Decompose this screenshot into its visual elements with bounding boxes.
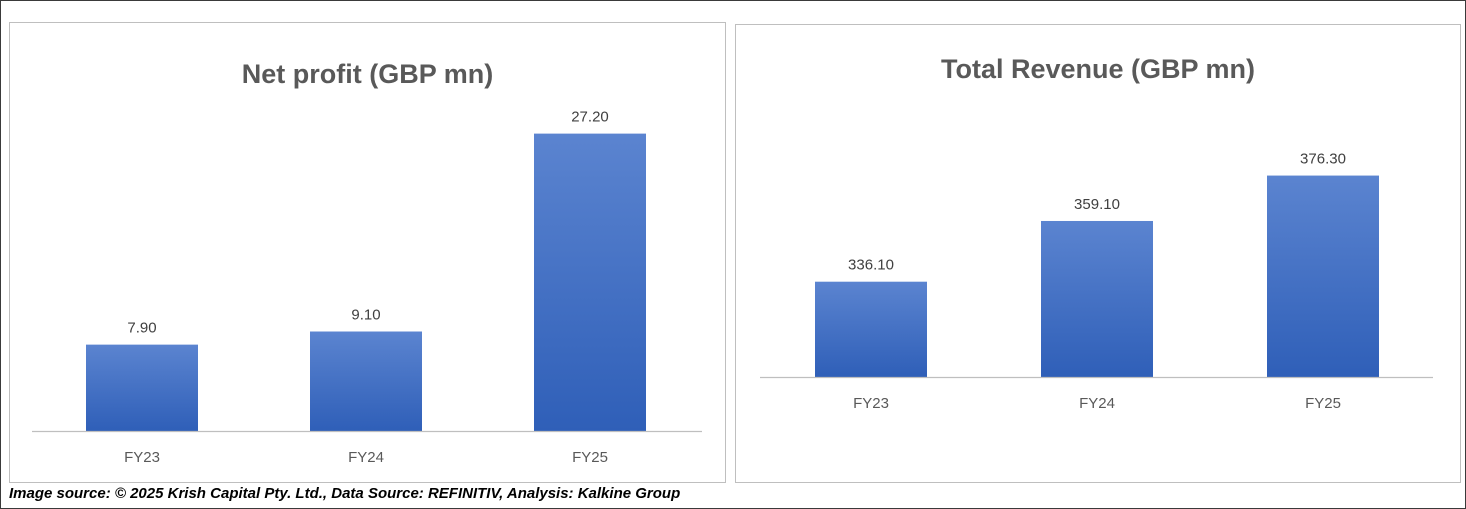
total-revenue-bar-fy25 — [1267, 175, 1379, 377]
net-profit-chart: Net profit (GBP mn) 7.90 FY23 9.10 FY24 27.20… — [32, 59, 702, 466]
net-profit-x-tick-fy24: FY24 — [348, 449, 384, 466]
total-revenue-data-label-fy25: 376.30 — [1300, 151, 1346, 168]
total-revenue-x-tick-fy24: FY24 — [1079, 395, 1115, 412]
total-revenue-chart-title: Total Revenue (GBP mn) — [941, 54, 1255, 84]
total-revenue-bar-fy24 — [1041, 220, 1153, 377]
net-profit-x-tick-fy25: FY25 — [572, 449, 608, 466]
net-profit-bar-fy23 — [86, 344, 198, 431]
total-revenue-bar-fy23 — [815, 281, 927, 377]
net-profit-chart-title: Net profit (GBP mn) — [242, 59, 494, 89]
image-source-caption: Image source: © 2025 Krish Capital Pty. … — [9, 485, 681, 502]
net-profit-data-label-fy24: 9.10 — [351, 307, 380, 324]
net-profit-bar-fy25 — [534, 133, 646, 431]
total-revenue-data-label-fy24: 359.10 — [1074, 196, 1120, 213]
net-profit-bar-fy24 — [310, 331, 422, 431]
net-profit-chart-panel: Net profit (GBP mn) 7.90 FY23 9.10 FY24 27.20… — [9, 22, 726, 483]
total-revenue-data-label-fy23: 336.10 — [848, 257, 894, 274]
total-revenue-chart-panel: Total Revenue (GBP mn) 336.10 FY23 359.10 FY… — [735, 24, 1461, 483]
net-profit-data-label-fy23: 7.90 — [127, 320, 156, 337]
net-profit-x-tick-fy23: FY23 — [124, 449, 160, 466]
total-revenue-x-tick-fy25: FY25 — [1305, 395, 1341, 412]
total-revenue-chart: Total Revenue (GBP mn) 336.10 FY23 359.10 FY… — [760, 54, 1433, 412]
net-profit-data-label-fy25: 27.20 — [571, 109, 609, 126]
total-revenue-x-tick-fy23: FY23 — [853, 395, 889, 412]
